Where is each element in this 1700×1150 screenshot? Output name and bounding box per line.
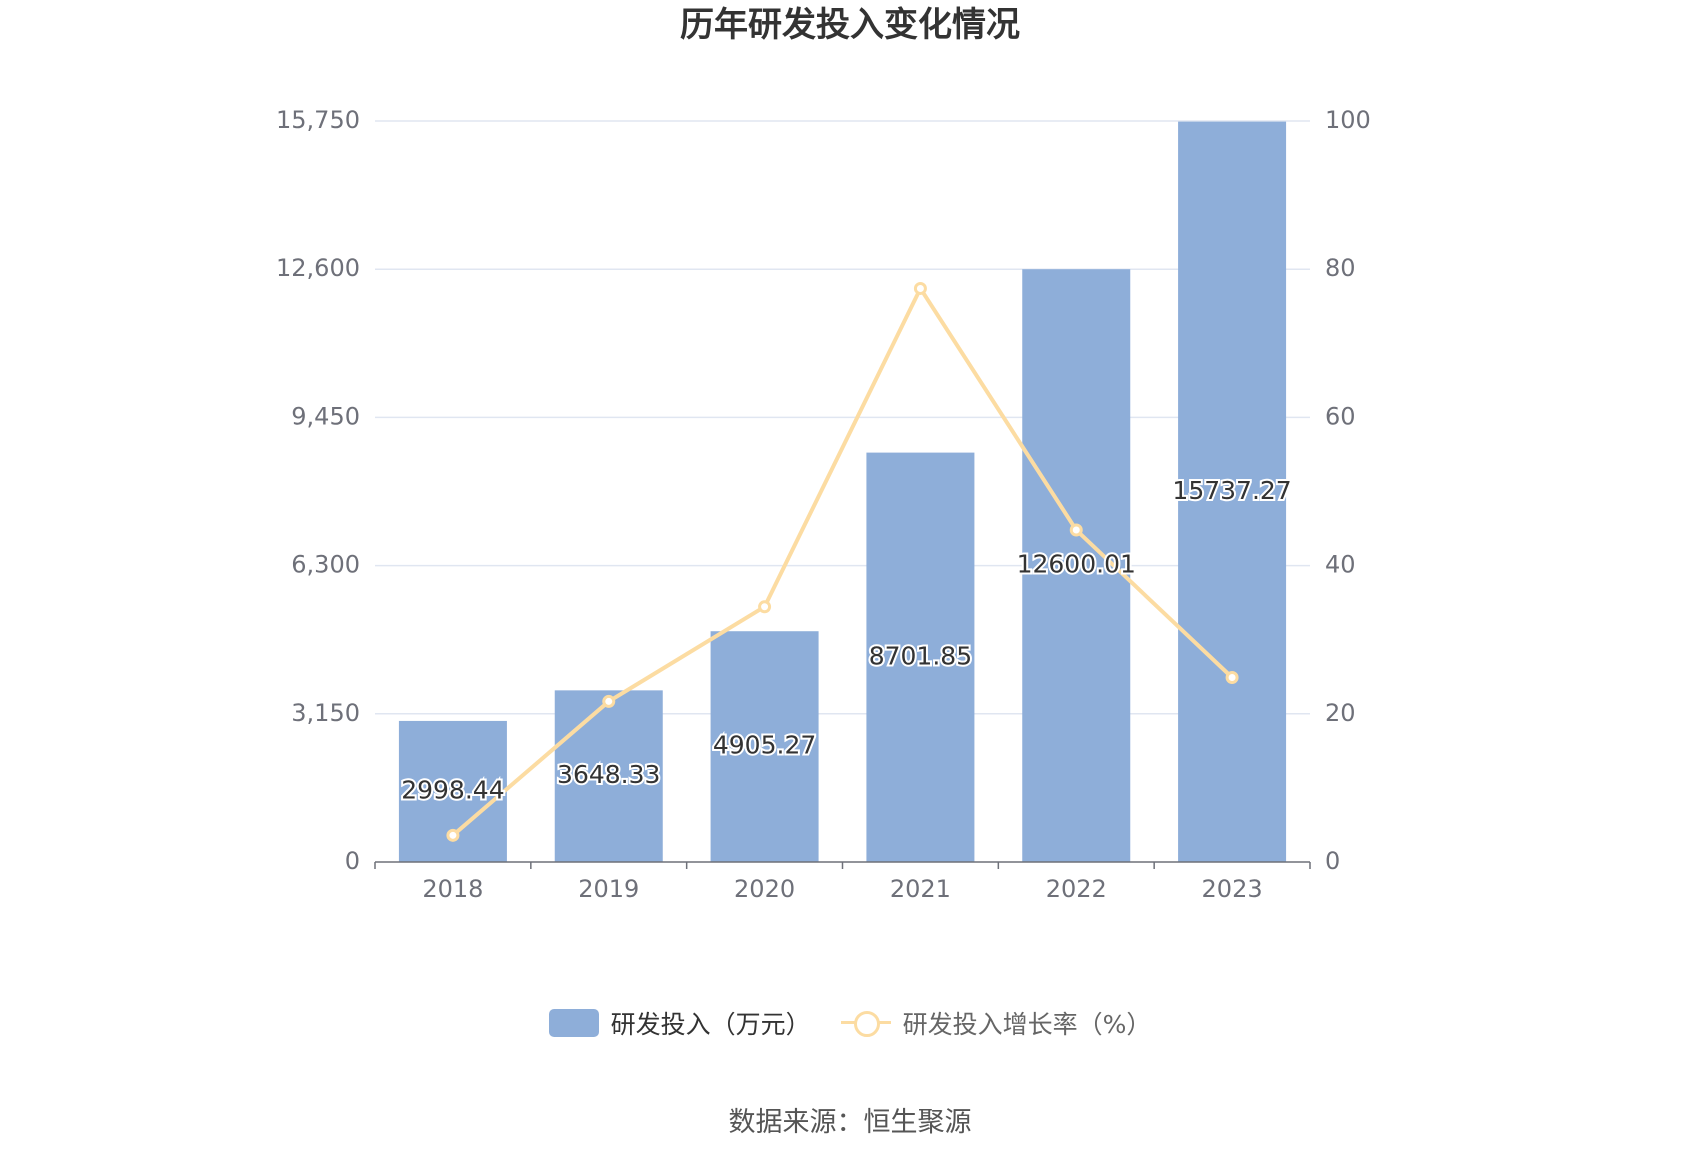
growth-rate-point (913, 281, 927, 295)
legend-bar-swatch (548, 1009, 599, 1037)
bar (710, 631, 819, 862)
growth-rate-point (446, 828, 460, 842)
right-axis-tick-label: 40 (1325, 551, 1356, 579)
bar-value-label: 12600.01 (1017, 550, 1136, 579)
x-axis-tick-label: 2019 (578, 875, 639, 903)
axes: 0 3,150 6,300 9,450 12,600 15,750 0 20 40 60 80 100… (276, 106, 1371, 903)
left-axis-tick-label: 15,750 (276, 106, 360, 134)
right-axis-tick-label: 80 (1325, 254, 1356, 282)
right-axis-tick-label: 60 (1325, 402, 1356, 430)
legend-item-bar[interactable]: 研发投入（万元） (548, 1005, 811, 1041)
legend-line-label: 研发投入增长率（%） (902, 1010, 1152, 1039)
left-axis-tick-label: 12,600 (276, 254, 360, 282)
right-axis-tick-label: 20 (1325, 699, 1356, 727)
bar-value-label: 15737.27 (1172, 476, 1291, 505)
grid-lines (375, 120, 1310, 715)
growth-rate-line (451, 286, 1234, 837)
bar-series (398, 121, 1287, 862)
x-axis-tick-label: 2022 (1046, 875, 1107, 903)
x-axis-tick-label: 2020 (734, 875, 795, 903)
bar-value-label: 3648.33 (557, 760, 660, 789)
data-labels: 2998.44 3648.33 4905.27 8701.85 12600.01 1573… (399, 474, 1294, 807)
bar-value-label: 2998.44 (401, 775, 504, 804)
legend-line-swatch (840, 1009, 891, 1037)
bar (1178, 121, 1287, 862)
legend: 研发投入（万元） 研发投入增长率（%） (0, 1005, 1700, 1041)
right-axis-tick-label: 0 (1325, 847, 1340, 875)
line-series (446, 281, 1239, 842)
x-axis-tick-label: 2021 (890, 875, 951, 903)
legend-bar-label: 研发投入（万元） (610, 1010, 811, 1039)
data-source: 数据来源：恒生聚源 (728, 1107, 972, 1138)
left-axis-tick-label: 6,300 (291, 551, 360, 579)
left-axis-tick-label: 0 (345, 847, 360, 875)
right-axis-tick-label: 100 (1325, 106, 1371, 134)
chart-title: 历年研发投入变化情况 (680, 5, 1020, 45)
left-axis-tick-label: 3,150 (291, 699, 360, 727)
growth-rate-point (602, 694, 616, 708)
bar-value-label: 4905.27 (713, 731, 816, 760)
growth-rate-point (1225, 670, 1239, 684)
x-axis-tick-label: 2023 (1202, 875, 1263, 903)
bar-value-label: 8701.85 (869, 641, 972, 670)
left-axis-tick-label: 9,450 (291, 402, 360, 430)
legend-item-line[interactable]: 研发投入增长率（%） (840, 1005, 1152, 1041)
growth-rate-point (758, 600, 772, 614)
bar (554, 690, 663, 862)
growth-rate-point (1069, 523, 1083, 537)
x-axis-tick-label: 2018 (422, 875, 483, 903)
bar (866, 452, 975, 862)
legend-line-marker (853, 1011, 880, 1037)
